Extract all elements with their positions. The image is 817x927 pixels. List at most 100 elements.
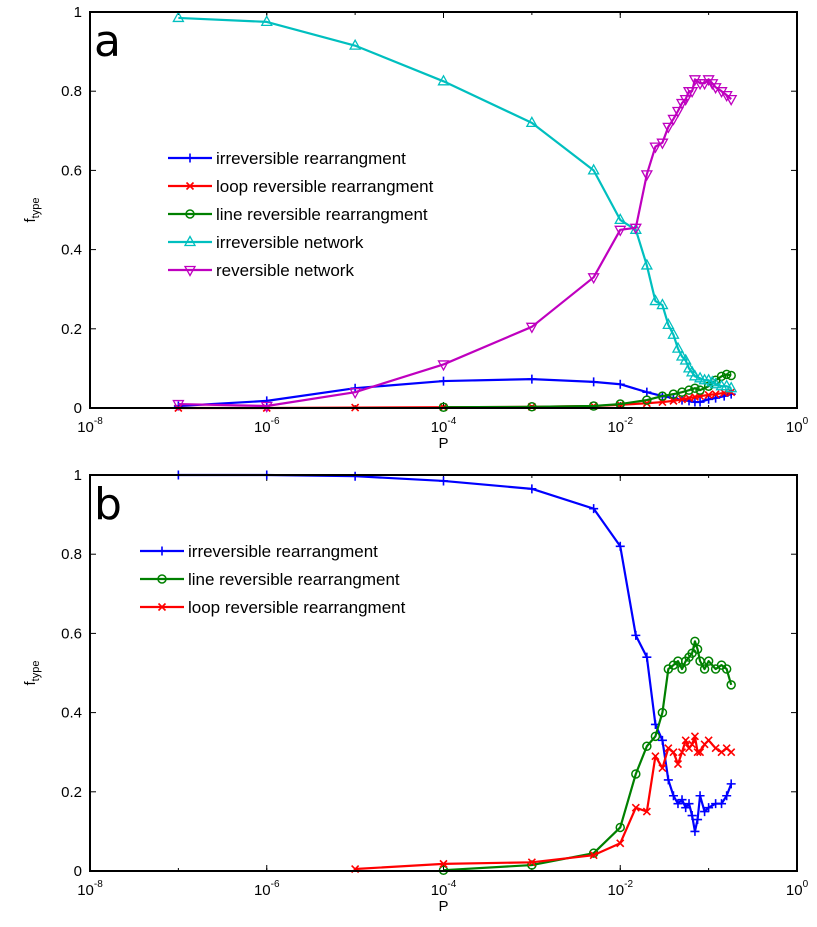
series-irreversible-network: [172, 11, 738, 393]
data-point: [695, 385, 705, 395]
panel-label: b: [94, 479, 122, 530]
data-point: [704, 736, 713, 745]
data-point: [721, 664, 732, 674]
legend-marker: [157, 574, 167, 584]
data-point: [692, 644, 703, 654]
data-point: [690, 383, 700, 393]
data-point: [675, 98, 689, 110]
panel-label: a: [94, 16, 121, 67]
legend-marker: [185, 181, 195, 191]
data-point: [717, 799, 727, 809]
data-point: [640, 258, 653, 270]
x-tick-label: 10-6: [254, 416, 280, 436]
data-point: [589, 377, 599, 387]
data-point: [684, 394, 694, 403]
data-point: [437, 74, 450, 86]
data-point: [679, 94, 692, 106]
data-point: [615, 541, 625, 551]
x-tick-label: 10-8: [77, 879, 103, 899]
data-point: [688, 369, 702, 381]
series-loop-reversible-rearrangment: [351, 732, 736, 874]
data-point: [721, 369, 732, 380]
legend-label: irreversible rearrangment: [188, 542, 378, 561]
data-point: [642, 387, 652, 397]
x-tick-label: 10-8: [77, 416, 103, 436]
data-point: [437, 360, 450, 372]
data-point: [679, 353, 692, 365]
data-point: [525, 116, 538, 128]
data-point: [615, 822, 625, 833]
data-point: [677, 748, 687, 757]
data-point: [349, 388, 362, 399]
data-point: [439, 859, 448, 868]
plot-area: [90, 12, 797, 408]
data-point: [693, 748, 702, 757]
data-point: [717, 748, 726, 757]
data-point: [677, 664, 687, 674]
data-point: [663, 775, 673, 785]
y-tick-label: 0.6: [61, 162, 82, 179]
data-point: [642, 652, 652, 662]
data-point: [699, 664, 710, 674]
y-tick-label: 0.8: [61, 83, 82, 100]
series-line-reversible-rearrangment: [438, 636, 736, 875]
data-point: [664, 744, 673, 753]
data-point: [642, 741, 652, 752]
x-axis-label: P: [438, 435, 448, 452]
series-irreversible-rearrangment: [173, 470, 736, 836]
data-point: [668, 791, 678, 801]
data-point: [172, 399, 185, 411]
data-point: [711, 390, 720, 399]
y-axis-label: ftype: [22, 661, 42, 686]
x-tick-label: 10-2: [607, 879, 633, 899]
data-point: [614, 213, 627, 225]
x-tick-label: 100: [786, 879, 809, 899]
data-point: [726, 370, 736, 381]
data-point: [667, 327, 680, 339]
y-tick-label: 1: [74, 4, 82, 21]
data-point: [172, 11, 185, 23]
legend-label: reversible network: [216, 261, 354, 280]
legend-marker: [183, 235, 197, 247]
data-point: [527, 858, 536, 867]
data-point: [649, 294, 662, 306]
data-point: [587, 273, 600, 285]
data-point: [695, 791, 705, 801]
data-point: [656, 298, 669, 310]
legend-label: line reversible rearrangment: [216, 205, 428, 224]
data-point: [695, 397, 705, 407]
data-point: [677, 795, 687, 805]
data-point: [439, 376, 448, 386]
data-point: [668, 389, 679, 399]
y-tick-label: 0.6: [61, 625, 82, 642]
data-point: [673, 799, 683, 809]
data-point: [722, 791, 732, 801]
data-point: [629, 223, 642, 235]
y-axis-label: ftype: [22, 198, 42, 223]
data-point: [704, 394, 714, 404]
data-point: [671, 341, 685, 353]
data-point: [527, 374, 537, 384]
y-tick-label: 1: [74, 467, 82, 484]
data-point: [631, 769, 641, 779]
y-tick-label: 0: [74, 863, 82, 880]
data-point: [667, 114, 680, 126]
series-line: [178, 78, 732, 408]
data-point: [671, 106, 685, 118]
data-point: [687, 811, 697, 821]
legend-marker: [185, 209, 195, 219]
legend-label: line reversible rearrangment: [188, 570, 400, 589]
data-point: [725, 94, 738, 106]
data-point: [615, 379, 625, 389]
plot-frame: [89, 11, 798, 409]
data-point: [631, 803, 640, 812]
data-point: [698, 79, 711, 91]
data-point: [657, 707, 668, 718]
data-point: [587, 163, 600, 175]
data-point: [616, 839, 625, 848]
x-tick-label: 10-4: [431, 416, 457, 436]
data-point: [527, 860, 537, 870]
